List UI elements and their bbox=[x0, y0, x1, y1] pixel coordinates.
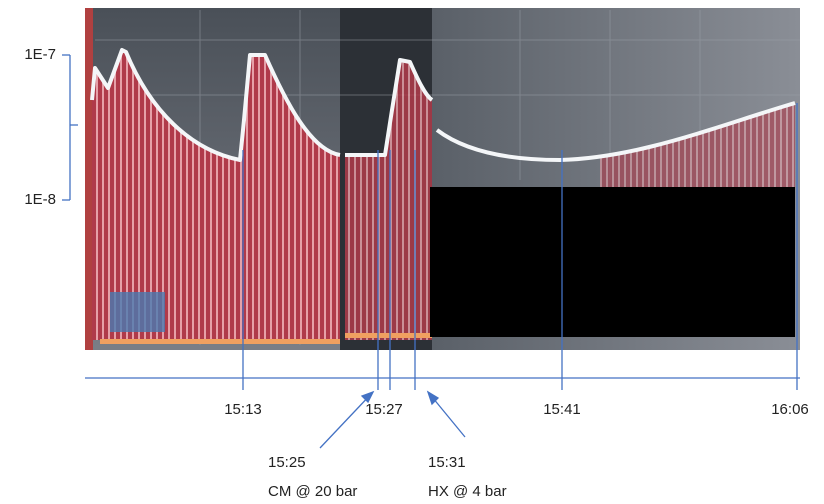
time-label: 15:41 bbox=[543, 401, 581, 418]
screen-photo bbox=[85, 8, 800, 350]
time-label: 15:13 bbox=[224, 401, 262, 418]
time-label: 15:27 bbox=[365, 401, 403, 418]
y-label: 1E-8 bbox=[24, 191, 56, 208]
time-label: 16:06 bbox=[771, 401, 809, 418]
annotation-time: 15:25 bbox=[268, 454, 306, 471]
annotation-label: HX @ 4 bar bbox=[428, 483, 507, 500]
annotation-label: CM @ 20 bar bbox=[268, 483, 357, 500]
annotation-time: 15:31 bbox=[428, 454, 466, 471]
y-label: 1E-7 bbox=[24, 46, 56, 63]
annotated-trend-screenshot: 1E-7 1E-8 15:13 15:27 15:41 16:06 15:25 … bbox=[0, 0, 824, 504]
